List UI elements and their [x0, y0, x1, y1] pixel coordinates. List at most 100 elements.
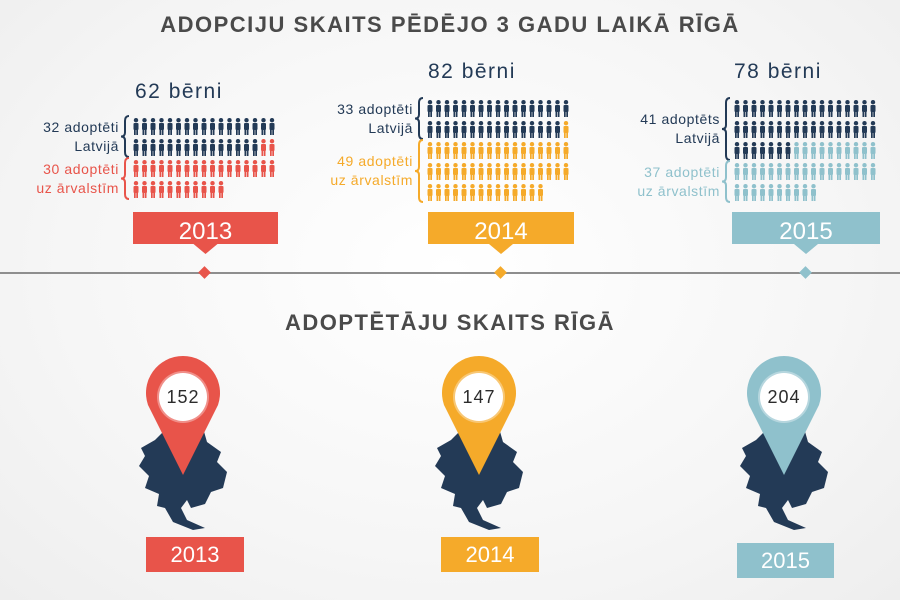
person-icon [487, 163, 492, 180]
person-icon [235, 139, 241, 156]
person-icon [504, 142, 509, 159]
person-icon [521, 163, 526, 180]
adopters-count: 204 [760, 373, 808, 421]
person-icon [828, 142, 833, 159]
adoptions-title: ADOPCIJU SKAITS PĒDĒJO 3 GADU LAIKĀ RĪGĀ [160, 12, 740, 37]
person-icon [495, 184, 501, 201]
person-icon [444, 142, 450, 159]
person-icon [478, 163, 484, 180]
abroad-label: 49 adoptēti uz ārvalstīm [330, 153, 413, 188]
person-icon [427, 142, 433, 159]
person-icon [760, 121, 765, 138]
person-icon [862, 121, 867, 138]
person-icon [512, 142, 518, 159]
abroad-label: 30 adoptēti uz ārvalstīm [36, 160, 119, 196]
person-icon [734, 184, 740, 201]
person-icon [734, 121, 740, 138]
year-label: 2015 [737, 543, 834, 578]
year-pennant [732, 212, 880, 254]
person-icon [512, 100, 518, 117]
year-pennant-label: 2015 [779, 218, 832, 245]
person-icon [210, 160, 215, 177]
person-icon [150, 139, 156, 156]
abroad-label: 37 adoptēti uz ārvalstīm [637, 163, 720, 199]
person-icon [244, 139, 249, 156]
group-brace [721, 160, 731, 203]
person-icon [444, 184, 450, 201]
person-icon [819, 163, 825, 180]
person-icon [563, 142, 569, 159]
person-icon [218, 118, 224, 135]
person-icon [427, 184, 433, 201]
person-icon [193, 118, 198, 135]
person-icon [734, 163, 740, 180]
person-icon [210, 181, 215, 198]
person-icon [504, 100, 509, 117]
person-icon [794, 163, 799, 180]
person-icon [167, 160, 173, 177]
person-icon [802, 163, 808, 180]
person-icon [546, 121, 552, 138]
person-icon [218, 139, 224, 156]
person-icon [461, 184, 467, 201]
person-icon [184, 181, 190, 198]
person-icon [794, 121, 799, 138]
person-icon [142, 181, 147, 198]
person-icon [811, 163, 816, 180]
person-icon [794, 142, 799, 159]
person-icon [529, 184, 535, 201]
person-icon [521, 100, 526, 117]
person-icon [563, 163, 569, 180]
person-icon [218, 160, 224, 177]
person-icon [751, 142, 757, 159]
person-icon [760, 184, 765, 201]
person-icon [142, 139, 147, 156]
person-icon [133, 181, 139, 198]
year-label: 2013 [146, 537, 244, 572]
person-icon [444, 100, 450, 117]
person-icon [785, 184, 791, 201]
person-icon [159, 160, 164, 177]
person-icon [470, 184, 475, 201]
person-icon [487, 121, 492, 138]
person-icon [269, 160, 275, 177]
person-icon [512, 184, 518, 201]
person-icon [529, 100, 535, 117]
person-icon [785, 121, 791, 138]
person-icon [828, 163, 833, 180]
person-icon [427, 121, 433, 138]
person-icon [436, 142, 441, 159]
person-icon [261, 139, 266, 156]
person-icon [252, 118, 258, 135]
person-icon [836, 100, 842, 117]
person-icon [853, 121, 859, 138]
person-icon [555, 121, 560, 138]
person-icon [478, 184, 484, 201]
person-icon [504, 121, 509, 138]
person-icon [461, 121, 467, 138]
group-brace [120, 115, 130, 158]
person-icon [201, 139, 207, 156]
person-icon [150, 160, 156, 177]
year-total-label: 82 bērni [428, 60, 516, 83]
person-icon [142, 118, 147, 135]
person-icon [768, 184, 774, 201]
person-icon [176, 160, 181, 177]
adopters-count: 152 [159, 373, 207, 421]
person-icon [555, 142, 560, 159]
person-icon [512, 121, 518, 138]
person-icon [487, 100, 492, 117]
person-icon [487, 184, 492, 201]
person-icon [461, 100, 467, 117]
year-pennant [133, 212, 278, 254]
person-icon [870, 100, 876, 117]
person-icon [802, 121, 808, 138]
person-icon [777, 142, 782, 159]
person-icon [734, 100, 740, 117]
person-icon [862, 142, 867, 159]
person-icon [159, 139, 164, 156]
person-icon [811, 184, 816, 201]
person-icon [227, 118, 232, 135]
person-icon [811, 142, 816, 159]
person-icon [760, 163, 765, 180]
